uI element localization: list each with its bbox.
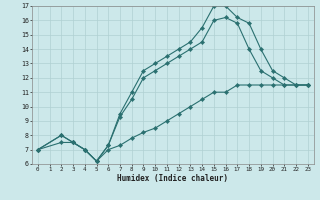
X-axis label: Humidex (Indice chaleur): Humidex (Indice chaleur) — [117, 174, 228, 183]
